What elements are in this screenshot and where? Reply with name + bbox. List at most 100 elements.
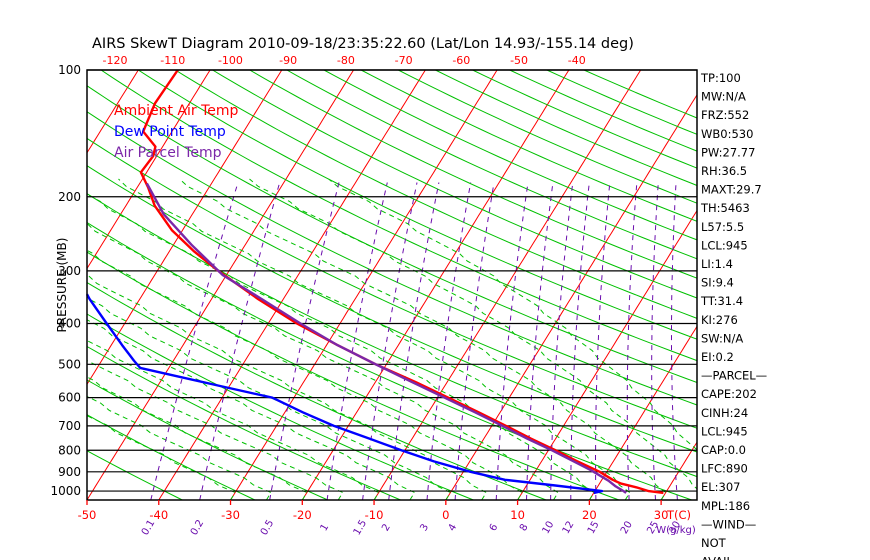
saturated-adiabat-line — [86, 340, 380, 501]
mixing-ratio-line — [150, 182, 239, 501]
isotherm-line — [158, 69, 426, 501]
dry-adiabat-line — [472, 69, 698, 169]
param-lcl: LCL:945 — [701, 238, 748, 252]
curve-parcel — [145, 182, 627, 494]
chart-title: AIRS SkewT Diagram 2010-09-18/23:35:22.6… — [92, 36, 634, 52]
saturated-adiabat-line — [86, 274, 488, 501]
dry-adiabat-line — [86, 251, 620, 501]
saturated-adiabat-line — [86, 395, 272, 501]
isotherm-line — [517, 210, 698, 501]
parcel-param-cap: CAP:0.0 — [701, 443, 746, 457]
data-curves — [85, 69, 664, 495]
saturated-adiabat-line — [249, 178, 698, 500]
param-l57: L57:5.5 — [701, 220, 744, 234]
bottom-temp-tick: 30 — [654, 508, 669, 522]
bottom-temp-tick: -30 — [221, 508, 240, 522]
mixing-ratio-line — [495, 182, 529, 501]
plot-border — [86, 69, 698, 501]
mixing-ratio-line — [326, 182, 388, 501]
dry-adiabat-line — [86, 346, 401, 501]
wind-line-0: NOT — [701, 536, 727, 550]
dry-adiabat-line — [323, 69, 698, 241]
isotherm-line — [86, 69, 355, 501]
mixing-ratio-tick: 4 — [447, 522, 460, 533]
dry-adiabat-line — [100, 69, 698, 362]
top-temp-tick: -80 — [337, 54, 355, 67]
top-temp-tick: -50 — [510, 54, 528, 67]
pressure-tick: 600 — [58, 391, 81, 405]
mixing-ratio-line — [199, 182, 281, 501]
dry-adiabat-line — [249, 69, 698, 279]
param-th: TH:5463 — [700, 201, 750, 215]
isotherm-line — [86, 69, 283, 385]
bottom-temp-tick: -10 — [365, 508, 384, 522]
param-pw: PW:27.77 — [701, 145, 755, 159]
dry-adiabat-line — [360, 69, 698, 222]
param-tt: TT:31.4 — [700, 294, 743, 308]
legend-item-dewpoint: Dew Point Temp — [114, 124, 226, 140]
parcel-param-lfc: LFC:890 — [701, 462, 748, 476]
mixing-ratio-tick: 0.5 — [259, 518, 276, 537]
parameter-panel: TP:100 MW:N/A FRZ:552 WB0:530 PW:27.77 RH:36.… — [700, 71, 767, 560]
parcel-param-el: EL:307 — [701, 480, 741, 494]
dry-adiabat-line — [86, 313, 474, 501]
top-temp-tick: -70 — [395, 54, 413, 67]
param-mw: MW:N/A — [701, 90, 746, 104]
mixing-ratio-tick: 6 — [488, 522, 501, 533]
dry-adiabat-line — [86, 193, 698, 478]
param-ei: EI:0.2 — [701, 350, 734, 364]
param-wb0: WB0:530 — [701, 127, 753, 141]
saturated-adiabat-line — [328, 178, 698, 451]
mixing-ratio-lines — [150, 182, 678, 501]
saturated-adiabat-line — [86, 249, 523, 501]
pressure-tick: 200 — [58, 190, 81, 204]
mixing-ratio-tick: 8 — [518, 522, 531, 533]
mixing-ratio-line — [550, 182, 574, 501]
mixing-ratio-tick: 20 — [619, 519, 635, 536]
dry-adiabat-line — [86, 282, 547, 501]
saturated-adiabat-lines — [86, 178, 698, 501]
legend-item-parcel: Air Parcel Temp — [114, 145, 222, 161]
dry-adiabat-line — [86, 111, 698, 406]
mixing-ratio-tick: 2 — [380, 522, 393, 533]
mixing-ratio-tick: 0.2 — [189, 518, 206, 537]
x-axis-temp-label: T(C) — [666, 508, 691, 522]
wind-section-header: —WIND— — [701, 517, 756, 531]
mixing-ratio-line — [454, 182, 495, 501]
dry-adiabat-line — [583, 69, 698, 119]
isotherm-line — [373, 69, 642, 501]
parcel-param-lcl: LCL:945 — [701, 424, 748, 438]
dry-adiabat-line — [212, 69, 698, 299]
saturated-adiabat-line — [118, 178, 631, 501]
dry-adiabat-line — [175, 69, 698, 319]
bottom-temp-tick: 10 — [510, 508, 525, 522]
mixing-ratio-tick: 1 — [319, 522, 332, 533]
mixing-ratio-line — [651, 182, 659, 501]
x-axis-mixing-label: W(g/kg) — [656, 525, 696, 536]
mixing-ratio-line — [426, 182, 472, 501]
saturated-adiabat-line — [179, 178, 667, 501]
saturated-adiabat-line — [86, 223, 559, 501]
param-si: SI:9.4 — [701, 276, 734, 290]
plot-frame — [86, 69, 698, 501]
pressure-tick: 700 — [58, 419, 81, 433]
pressure-tick: 300 — [58, 264, 81, 278]
pressure-tick: 400 — [58, 317, 81, 331]
param-tp: TP:100 — [700, 71, 741, 85]
dry-adiabat-line — [509, 69, 698, 152]
dry-adiabat-line — [86, 137, 698, 429]
param-li: LI:1.4 — [701, 257, 733, 271]
top-temp-tick: -60 — [452, 54, 470, 67]
param-maxt: MAXT:29.7 — [701, 183, 762, 197]
y-axis-label: PRESSURE (MB) — [55, 238, 69, 333]
bottom-temp-tick: -40 — [149, 508, 168, 522]
parcel-param-cinh: CINH:24 — [701, 406, 748, 420]
isotherm-line — [86, 69, 211, 269]
top-temp-tick: -120 — [103, 54, 128, 67]
dry-adiabat-line — [86, 450, 183, 501]
mixing-ratio-tick: 3 — [418, 522, 431, 533]
dry-adiabat-line — [546, 69, 698, 135]
pressure-tick: 1000 — [50, 484, 81, 498]
mixing-ratio-tick: 12 — [561, 519, 577, 536]
